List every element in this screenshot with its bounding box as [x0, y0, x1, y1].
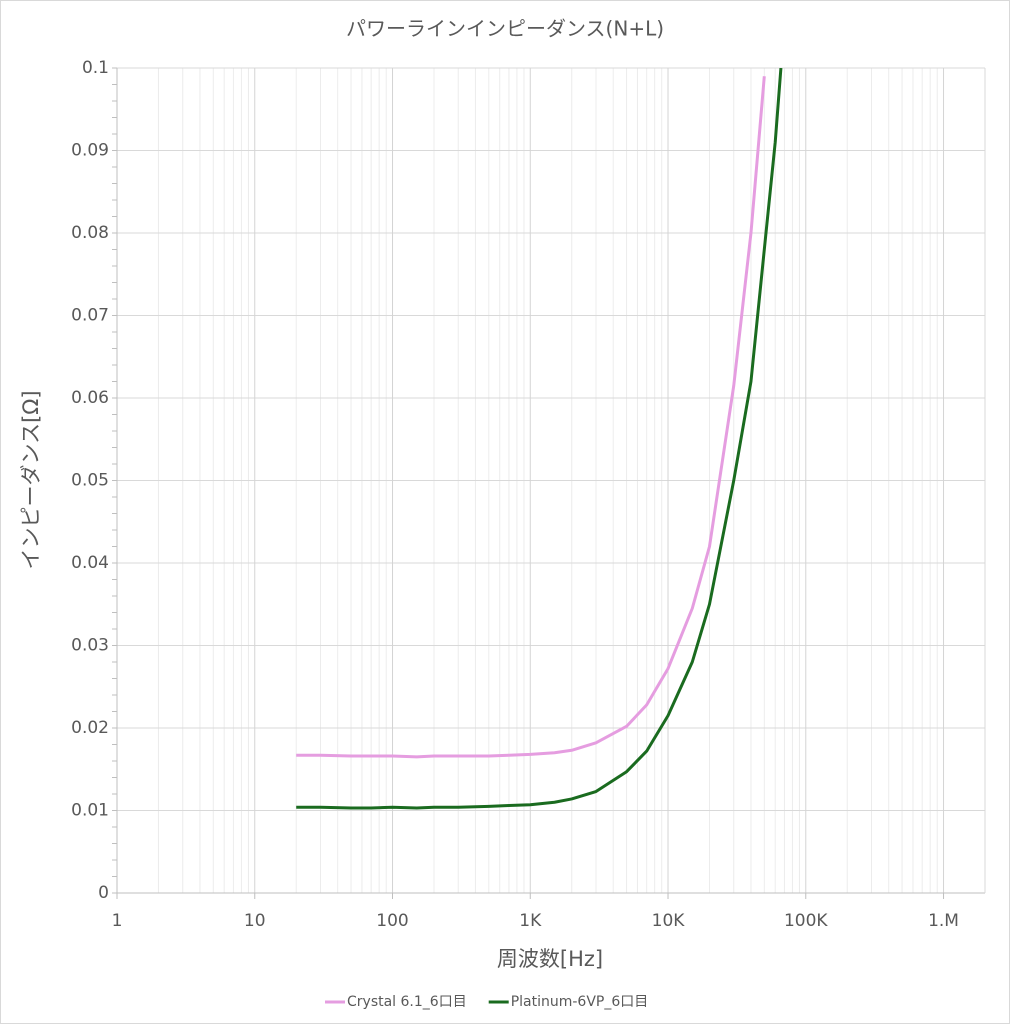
y-tick-label: 0	[98, 883, 109, 903]
x-axis-title: 周波数[Hz]	[497, 947, 603, 971]
x-tick-label: 100K	[784, 911, 828, 931]
y-axis-title: インピーダンス[Ω]	[19, 390, 43, 569]
series-line	[296, 68, 783, 810]
x-tick-label: 100	[376, 911, 408, 931]
chart-title: パワーラインインピーダンス(N+L)	[346, 17, 664, 41]
y-tick-label: 0.05	[71, 471, 109, 491]
x-tick-label: 1	[112, 911, 123, 931]
y-tick-label: 0.03	[71, 636, 109, 656]
x-tick-label: 1.M	[928, 911, 959, 931]
x-tick-label: 1K	[519, 911, 542, 931]
y-tick-label: 0.01	[71, 801, 109, 821]
x-tick-label: 10	[244, 911, 266, 931]
y-tick-label: 0.07	[71, 306, 109, 326]
y-tick-label: 0.09	[71, 141, 109, 161]
legend-label: Crystal 6.1_6口目	[347, 994, 467, 1010]
legend-label: Platinum-6VP_6口目	[511, 994, 649, 1010]
y-tick-label: 0.04	[71, 553, 109, 573]
x-tick-label: 10K	[652, 911, 686, 931]
y-tick-label: 0.02	[71, 718, 109, 738]
series-line	[296, 76, 766, 759]
y-tick-label: 0.08	[71, 223, 109, 243]
plot-area	[296, 68, 783, 810]
y-tick-label: 0.1	[82, 58, 109, 78]
y-tick-label: 0.06	[71, 388, 109, 408]
